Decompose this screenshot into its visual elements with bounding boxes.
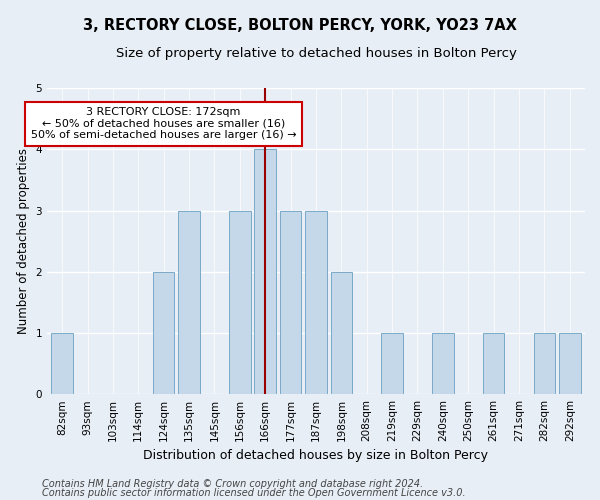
X-axis label: Distribution of detached houses by size in Bolton Percy: Distribution of detached houses by size … <box>143 450 488 462</box>
Text: 3, RECTORY CLOSE, BOLTON PERCY, YORK, YO23 7AX: 3, RECTORY CLOSE, BOLTON PERCY, YORK, YO… <box>83 18 517 32</box>
Bar <box>432 333 454 394</box>
Bar <box>533 333 555 394</box>
Title: Size of property relative to detached houses in Bolton Percy: Size of property relative to detached ho… <box>116 48 517 60</box>
Bar <box>331 272 352 394</box>
Bar <box>229 210 251 394</box>
Bar <box>483 333 505 394</box>
Bar <box>254 150 276 394</box>
Bar <box>52 333 73 394</box>
Text: Contains public sector information licensed under the Open Government Licence v3: Contains public sector information licen… <box>42 488 466 498</box>
Bar <box>153 272 175 394</box>
Bar <box>178 210 200 394</box>
Text: Contains HM Land Registry data © Crown copyright and database right 2024.: Contains HM Land Registry data © Crown c… <box>42 479 423 489</box>
Bar <box>305 210 327 394</box>
Bar <box>382 333 403 394</box>
Bar <box>280 210 301 394</box>
Bar <box>559 333 581 394</box>
Text: 3 RECTORY CLOSE: 172sqm
← 50% of detached houses are smaller (16)
50% of semi-de: 3 RECTORY CLOSE: 172sqm ← 50% of detache… <box>31 108 296 140</box>
Y-axis label: Number of detached properties: Number of detached properties <box>17 148 30 334</box>
